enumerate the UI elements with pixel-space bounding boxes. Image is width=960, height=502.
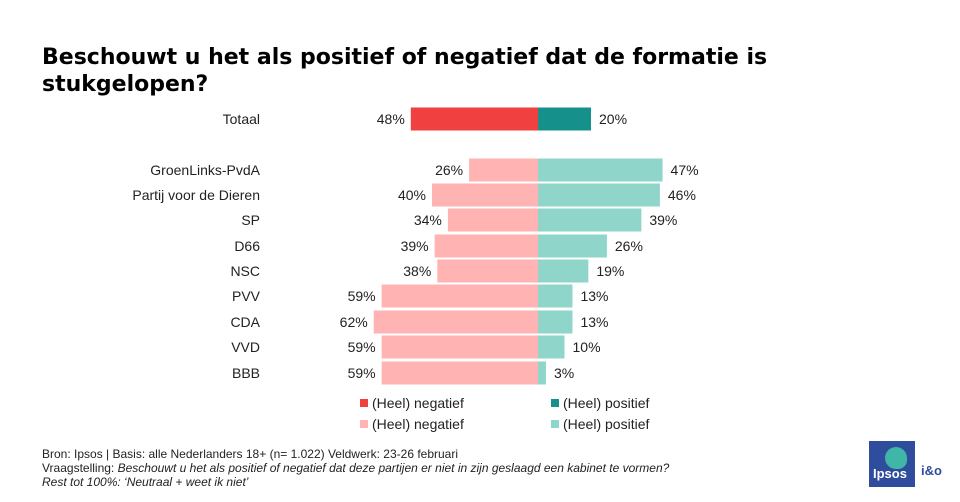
value-label-negative-groenlinks-pvda: 26% bbox=[435, 162, 463, 178]
value-label-positive-bbb: 3% bbox=[554, 365, 574, 381]
value-label-negative-cda: 62% bbox=[340, 314, 368, 330]
question-label: Vraagstelling: bbox=[42, 461, 118, 475]
rest-note: Rest tot 100%: ‘Neutraal + weet ik niet’ bbox=[42, 475, 249, 489]
bar-positive-bbb bbox=[538, 361, 546, 385]
value-label-negative-pvv: 59% bbox=[348, 288, 376, 304]
legend-item-party-negative: (Heel) negatief bbox=[360, 416, 464, 432]
category-label-groenlinks-pvda: GroenLinks-PvdA bbox=[150, 162, 260, 178]
category-label-vvd: VVD bbox=[231, 339, 260, 355]
value-label-positive-partij-voor-de-dieren: 46% bbox=[668, 187, 696, 203]
value-label-negative-nsc: 38% bbox=[403, 263, 431, 279]
category-label-pvv: PVV bbox=[232, 288, 261, 304]
value-label-negative-bbb: 59% bbox=[348, 365, 376, 381]
logo-brand: Ipsos bbox=[873, 466, 907, 481]
value-label-negative-partij-voor-de-dieren: 40% bbox=[398, 187, 426, 203]
value-label-negative-totaal: 48% bbox=[377, 111, 405, 127]
legend-label: (Heel) positief bbox=[563, 416, 650, 432]
value-label-negative-d66: 39% bbox=[401, 238, 429, 254]
category-label-nsc: NSC bbox=[230, 263, 260, 279]
bar-positive-pvv bbox=[538, 284, 573, 308]
bar-negative-vvd bbox=[381, 335, 538, 359]
category-label-partij-voor-de-dieren: Partij voor de Dieren bbox=[132, 187, 260, 203]
chart-title: Beschouwt u het als positief of negatief… bbox=[42, 45, 768, 97]
value-label-positive-totaal: 20% bbox=[599, 111, 627, 127]
legend-item-party-positive: (Heel) positief bbox=[551, 416, 649, 432]
bar-negative-cda bbox=[373, 310, 538, 334]
bar-negative-d66 bbox=[434, 234, 538, 258]
bar-negative-totaal bbox=[410, 107, 538, 131]
legend-label: (Heel) positief bbox=[563, 395, 650, 411]
logo-blob-icon bbox=[885, 447, 907, 469]
legend-swatch bbox=[551, 420, 559, 428]
category-label-bbb: BBB bbox=[232, 365, 260, 381]
question-note: Vraagstelling: Beschouwt u het als posit… bbox=[42, 461, 669, 475]
category-label-d66: D66 bbox=[234, 238, 260, 254]
bar-negative-bbb bbox=[381, 361, 538, 385]
value-label-positive-cda: 13% bbox=[580, 314, 608, 330]
category-label-cda: CDA bbox=[230, 314, 260, 330]
bar-positive-totaal bbox=[538, 107, 591, 131]
bar-positive-vvd bbox=[538, 335, 565, 359]
legend-swatch bbox=[360, 399, 368, 407]
value-label-negative-vvd: 59% bbox=[348, 339, 376, 355]
legend-label: (Heel) negatief bbox=[372, 395, 464, 411]
legend-label: (Heel) negatief bbox=[372, 416, 464, 432]
legend-swatch bbox=[551, 399, 559, 407]
question-text: Beschouwt u het als positief of negatief… bbox=[117, 461, 670, 475]
ipsos-logo: Ipsos bbox=[869, 441, 915, 487]
bar-negative-sp bbox=[447, 208, 538, 232]
footer: Bron: Ipsos | Basis: alle Nederlanders 1… bbox=[42, 447, 669, 489]
diverging-bar-chart: Totaal 48% 20% GroenLinks-PvdA 26% 47% Partij … bbox=[132, 107, 699, 385]
value-label-negative-sp: 34% bbox=[414, 212, 442, 228]
bar-positive-d66 bbox=[538, 234, 607, 258]
bar-positive-sp bbox=[538, 208, 642, 232]
legend-swatch bbox=[360, 420, 368, 428]
bar-positive-groenlinks-pvda bbox=[538, 158, 663, 182]
legend-item-total-positive: (Heel) positief bbox=[551, 395, 649, 411]
bar-negative-nsc bbox=[437, 259, 538, 283]
value-label-positive-sp: 39% bbox=[649, 212, 677, 228]
io-logo: i&o bbox=[921, 463, 942, 478]
bar-positive-partij-voor-de-dieren bbox=[538, 183, 660, 207]
bar-positive-cda bbox=[538, 310, 573, 334]
value-label-positive-groenlinks-pvda: 47% bbox=[671, 162, 699, 178]
value-label-positive-d66: 26% bbox=[615, 238, 643, 254]
bar-negative-partij-voor-de-dieren bbox=[432, 183, 538, 207]
value-label-positive-pvv: 13% bbox=[580, 288, 608, 304]
value-label-positive-vvd: 10% bbox=[573, 339, 601, 355]
bar-negative-groenlinks-pvda bbox=[469, 158, 538, 182]
legend-item-total-negative: (Heel) negatief bbox=[360, 395, 464, 411]
value-label-positive-nsc: 19% bbox=[596, 263, 624, 279]
category-label-totaal: Totaal bbox=[223, 111, 260, 127]
source-note: Bron: Ipsos | Basis: alle Nederlanders 1… bbox=[42, 447, 459, 461]
bar-positive-nsc bbox=[538, 259, 589, 283]
bar-negative-pvv bbox=[381, 284, 538, 308]
category-label-sp: SP bbox=[241, 212, 260, 228]
